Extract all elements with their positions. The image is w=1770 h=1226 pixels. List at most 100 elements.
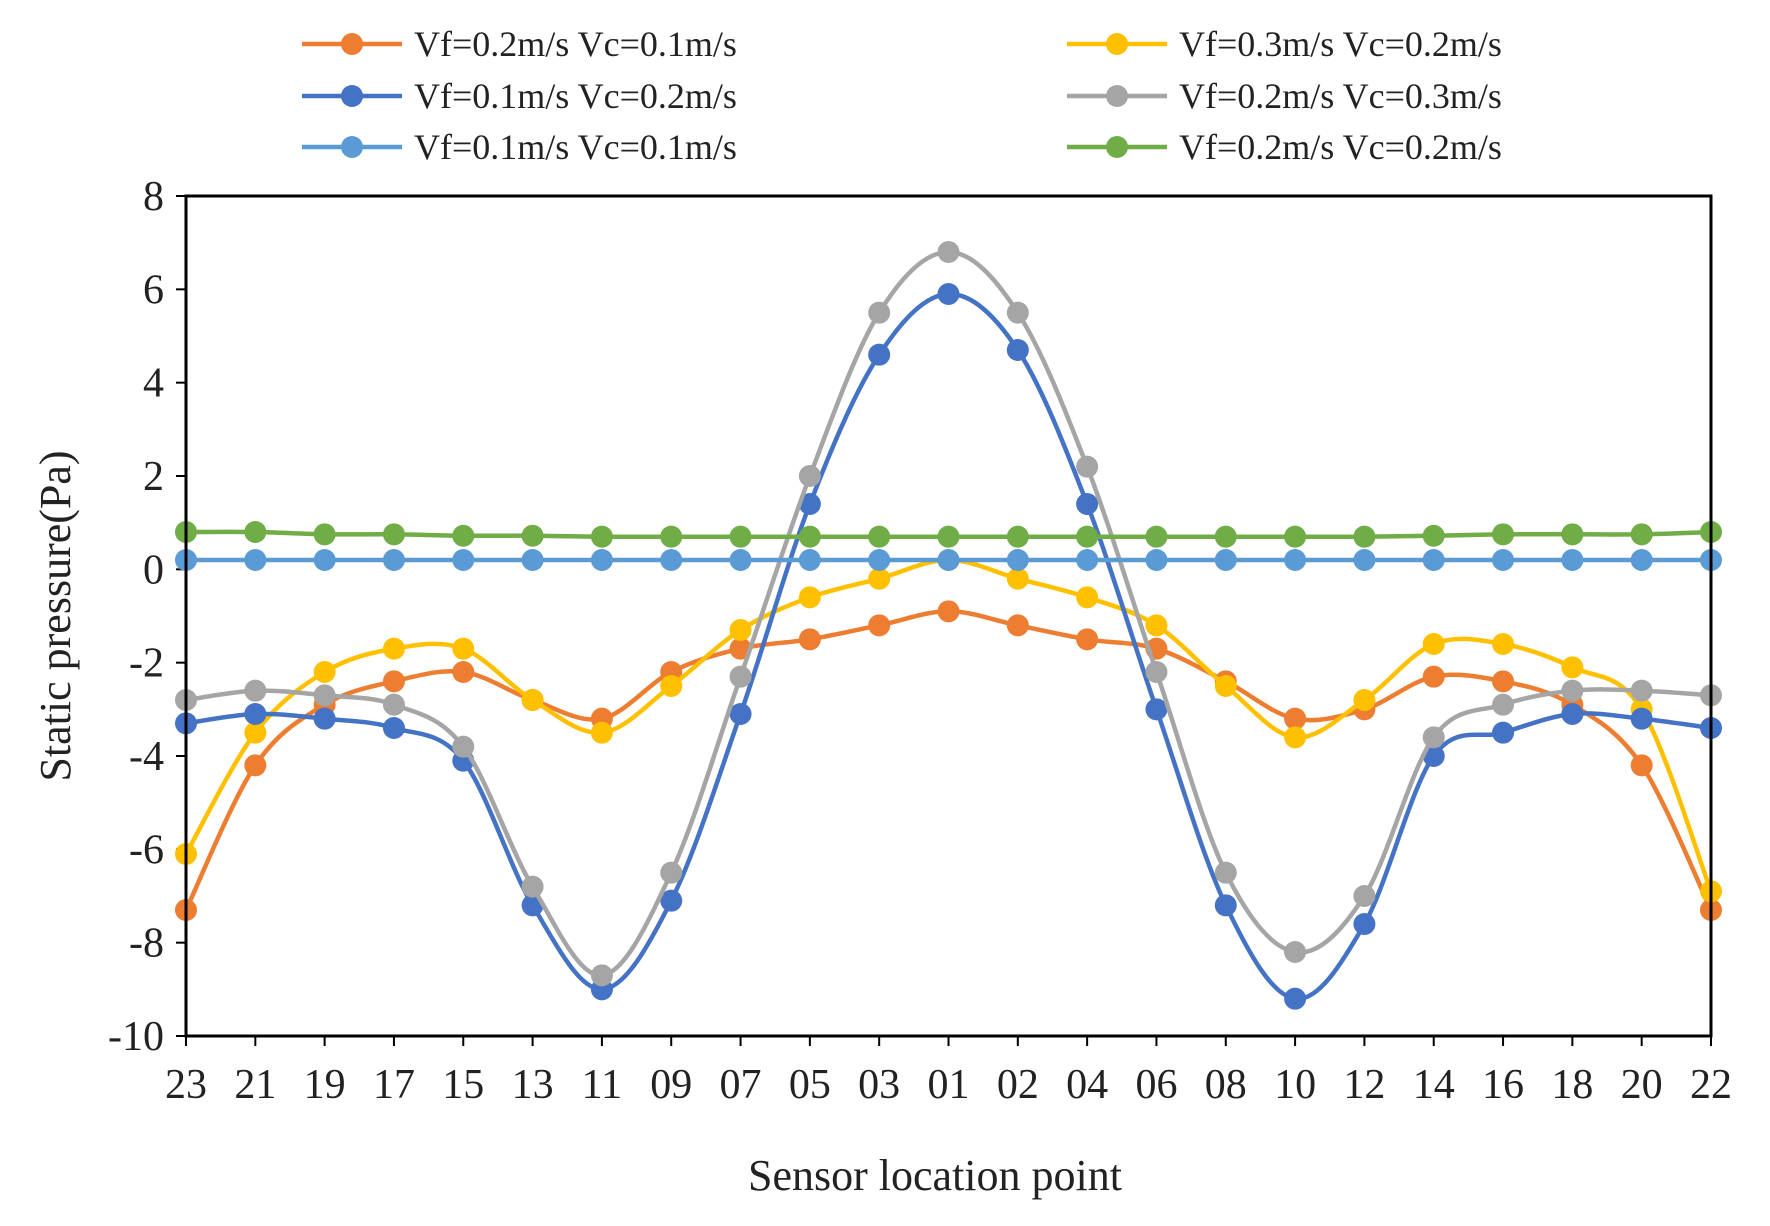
data-point [313, 661, 336, 683]
legend-item: Vf=0.2m/s Vc=0.2m/s [1067, 127, 1502, 167]
data-point [1353, 525, 1376, 548]
data-point [452, 524, 475, 547]
y-tick-label: 8 [143, 174, 164, 220]
data-point [1561, 523, 1584, 546]
data-point [1284, 726, 1307, 749]
legend-swatch-marker [1106, 136, 1128, 158]
data-point [1076, 455, 1099, 478]
data-point [244, 703, 267, 725]
x-tick-label: 19 [304, 1062, 346, 1108]
data-point [1284, 549, 1307, 571]
data-point [1214, 894, 1237, 917]
data-point [1214, 675, 1237, 697]
plot-area-frame [184, 194, 1713, 1038]
x-tick-label: 08 [1205, 1062, 1247, 1108]
data-point [1561, 703, 1584, 725]
data-point [590, 525, 613, 548]
y-tick-label: 6 [143, 267, 164, 313]
data-point [313, 684, 336, 707]
data-point [1284, 525, 1307, 548]
data-point [1353, 913, 1376, 935]
x-tick-label: 12 [1343, 1062, 1385, 1108]
data-point [937, 549, 960, 571]
y-tick-label: -4 [129, 734, 164, 780]
legend-label: Vf=0.2m/s Vc=0.2m/s [1179, 127, 1502, 167]
data-point [868, 343, 891, 366]
data-point [1214, 525, 1237, 548]
data-point [1492, 721, 1515, 744]
data-point [1630, 707, 1653, 730]
legend-label: Vf=0.3m/s Vc=0.2m/s [1179, 24, 1502, 64]
data-point [660, 549, 683, 571]
x-tick-label: 02 [997, 1062, 1039, 1108]
data-point [244, 721, 267, 744]
data-point [729, 665, 752, 688]
data-point [1630, 679, 1653, 702]
data-point [1214, 861, 1237, 884]
data-point [382, 549, 405, 571]
data-point [868, 549, 891, 571]
data-point [729, 549, 752, 571]
y-tick-label: 2 [143, 454, 164, 500]
data-point [1353, 549, 1376, 571]
data-point [660, 889, 683, 912]
data-point [521, 689, 544, 711]
data-point [1145, 525, 1168, 548]
y-tick-label: 0 [143, 547, 164, 593]
data-point [382, 637, 405, 660]
data-point [1076, 493, 1099, 515]
data-point [1353, 885, 1376, 907]
x-tick-label: 18 [1551, 1062, 1593, 1108]
data-point [1076, 525, 1099, 548]
x-axis-title: Sensor location point [748, 1151, 1122, 1200]
data-point [660, 675, 683, 697]
data-point [244, 679, 267, 702]
data-point [1422, 633, 1445, 655]
data-point [1422, 665, 1445, 688]
legend-label: Vf=0.1m/s Vc=0.2m/s [414, 76, 737, 116]
data-point [868, 614, 891, 637]
legend: Vf=0.2m/s Vc=0.1m/s Vf=0.1m/s Vc=0.2m/s Vf… [302, 24, 1502, 167]
data-point [798, 628, 821, 651]
data-point [244, 549, 267, 571]
data-point [313, 523, 336, 546]
data-point [1353, 689, 1376, 711]
data-point [313, 707, 336, 730]
legend-swatch-marker [1106, 33, 1128, 55]
legend-swatch-marker [341, 136, 363, 158]
data-point [937, 241, 960, 263]
data-point [1422, 524, 1445, 547]
x-tick-label: 15 [442, 1062, 484, 1108]
data-point [798, 465, 821, 487]
series-1 [175, 600, 1722, 921]
y-tick-label: -6 [129, 827, 164, 873]
data-point [1145, 549, 1168, 571]
data-point [937, 525, 960, 548]
x-tick-label: 17 [373, 1062, 415, 1108]
data-point [1145, 698, 1168, 721]
series-3 [175, 283, 1722, 1010]
data-point [1561, 549, 1584, 571]
data-point [798, 525, 821, 548]
x-tick-label: 20 [1621, 1062, 1663, 1108]
data-point [382, 523, 405, 546]
data-point [1630, 754, 1653, 777]
data-point [521, 549, 544, 571]
data-point [1492, 549, 1515, 571]
data-point [1492, 670, 1515, 693]
data-point [798, 586, 821, 609]
y-tick-label: -10 [108, 1014, 164, 1060]
data-point [1422, 726, 1445, 749]
data-point [798, 549, 821, 571]
data-point [1006, 301, 1029, 324]
data-point [452, 637, 475, 660]
series-4 [175, 241, 1722, 987]
x-tick-label: 05 [789, 1062, 831, 1108]
legend-swatch-marker [1106, 85, 1128, 107]
data-point [937, 283, 960, 305]
data-point [1492, 693, 1515, 716]
x-tick-label: 14 [1413, 1062, 1455, 1108]
data-point [1561, 679, 1584, 702]
